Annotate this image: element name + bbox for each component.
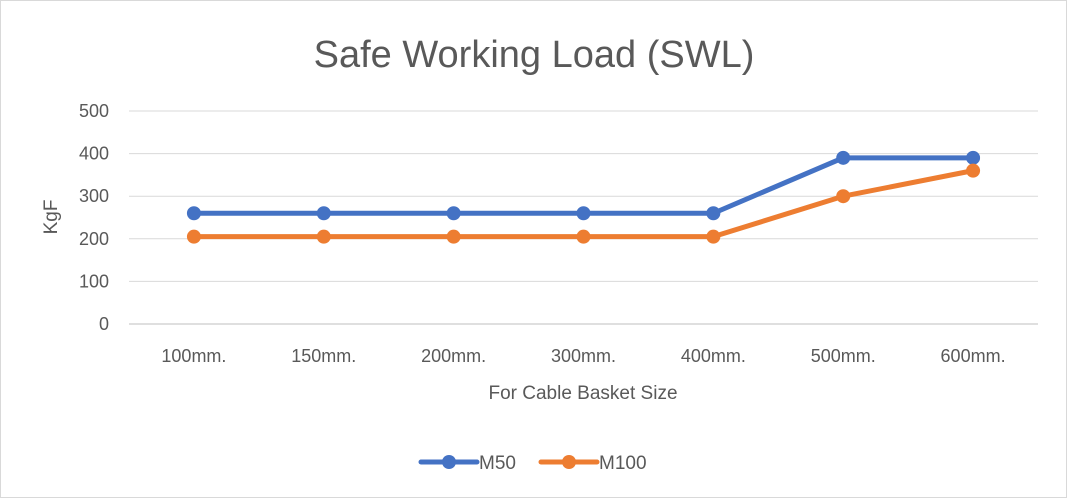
x-tick-label: 100mm.: [161, 346, 226, 366]
x-axis-ticks: 100mm. 150mm. 200mm. 300mm. 400mm. 500mm. 600m…: [161, 346, 1005, 366]
data-point: [576, 206, 591, 221]
y-tick-label: 300: [79, 186, 109, 206]
y-tick-label: 400: [79, 144, 109, 164]
x-tick-label: 500mm.: [811, 346, 876, 366]
y-tick-label: 100: [79, 271, 109, 291]
x-tick-label: 150mm.: [291, 346, 356, 366]
series-m100: [186, 163, 981, 244]
legend-item-m100: M100: [538, 453, 647, 474]
y-axis-ticks: 0 100 200 300 400 500: [79, 101, 109, 334]
y-tick-label: 200: [79, 229, 109, 249]
series-layer: [186, 150, 981, 244]
data-point: [966, 150, 981, 165]
series-m50: [186, 150, 981, 221]
legend: M50 M100: [418, 453, 647, 474]
data-point: [706, 229, 721, 244]
x-tick-label: 400mm.: [681, 346, 746, 366]
y-tick-label: 500: [79, 101, 109, 121]
data-point: [836, 150, 851, 165]
legend-item-m50: M50: [418, 453, 516, 474]
chart-title: Safe Working Load (SWL): [314, 34, 755, 76]
data-point: [836, 189, 851, 204]
legend-label: M50: [479, 453, 516, 474]
series-line: [191, 155, 976, 216]
x-tick-label: 200mm.: [421, 346, 486, 366]
data-point: [446, 229, 461, 244]
legend-marker: [562, 455, 576, 469]
data-point: [706, 206, 721, 221]
x-tick-label: 600mm.: [941, 346, 1006, 366]
data-point: [576, 229, 591, 244]
x-axis-title: For Cable Basket Size: [488, 383, 677, 404]
data-point: [186, 206, 201, 221]
data-point: [966, 163, 981, 178]
x-tick-label: 300mm.: [551, 346, 616, 366]
legend-label: M100: [599, 453, 647, 474]
y-tick-label: 0: [99, 314, 109, 334]
data-point: [316, 206, 331, 221]
series-line: [191, 168, 976, 240]
data-point: [316, 229, 331, 244]
y-axis-title: KgF: [41, 200, 62, 235]
data-point: [446, 206, 461, 221]
data-point: [186, 229, 201, 244]
legend-marker: [442, 455, 456, 469]
